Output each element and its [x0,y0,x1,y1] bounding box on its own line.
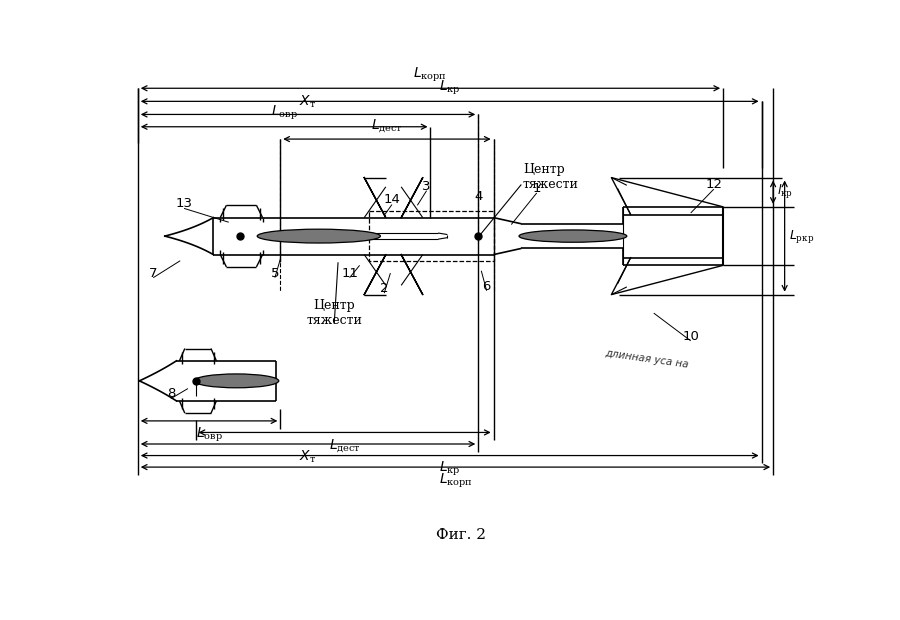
Text: 14: 14 [383,193,400,206]
Text: Центр
тяжести: Центр тяжести [306,299,362,327]
Text: длинная уса на: длинная уса на [604,348,689,370]
Text: 13: 13 [176,197,193,210]
Text: Центр
тяжести: Центр тяжести [523,163,579,191]
Text: 7: 7 [149,267,158,280]
Text: 8: 8 [166,388,176,401]
Text: $L_{\mathregular{овр}}$: $L_{\mathregular{овр}}$ [195,425,222,444]
Bar [369,211,493,261]
Text: 6: 6 [482,280,491,293]
Text: 2: 2 [380,282,389,295]
Text: 4: 4 [474,190,482,203]
Ellipse shape [257,229,381,243]
Text: $L_{\mathregular{кр}}$: $L_{\mathregular{кр}}$ [439,460,461,479]
Text: 11: 11 [341,267,358,280]
Text: 12: 12 [706,178,723,191]
Text: $X_{\mathregular{т}}$: $X_{\mathregular{т}}$ [300,449,317,465]
Text: $L_{\mathregular{овр}}$: $L_{\mathregular{овр}}$ [271,104,298,122]
Text: $L_{\mathregular{ркр}}$: $L_{\mathregular{ркр}}$ [788,228,814,245]
Text: $L_{\mathregular{кр}}$: $L_{\mathregular{кр}}$ [439,79,461,97]
Text: $L_{\mathregular{дест}}$: $L_{\mathregular{дест}}$ [371,118,403,135]
Ellipse shape [519,230,626,242]
Text: $L_{\mathregular{корп}}$: $L_{\mathregular{корп}}$ [413,65,447,84]
Text: 5: 5 [271,267,279,280]
Text: $L_{\mathregular{дест}}$: $L_{\mathregular{дест}}$ [328,437,361,454]
Text: $L_{\mathregular{корп}}$: $L_{\mathregular{корп}}$ [438,472,473,490]
Ellipse shape [194,374,279,388]
Text: 10: 10 [682,330,699,343]
Text: Фиг. 2: Фиг. 2 [436,528,486,542]
Text: 3: 3 [422,180,431,193]
Text: $X_{\mathregular{т}}$: $X_{\mathregular{т}}$ [300,94,317,110]
Text: $l_{\mathregular{кр}}$: $l_{\mathregular{кр}}$ [777,184,793,202]
Text: 1: 1 [533,182,541,195]
